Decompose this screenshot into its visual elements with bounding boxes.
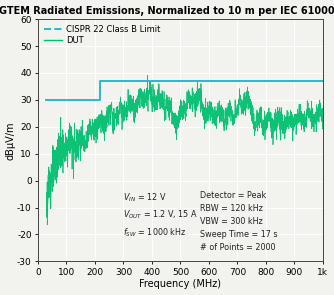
Text: Detector = Peak
RBW = 120 kHz
VBW = 300 kHz
Sweep Time = 17 s
# of Points = 2000: Detector = Peak RBW = 120 kHz VBW = 300 … [200, 191, 278, 252]
Title: GTEM Radiated Emissions, Normalized to 10 m per IEC 61000-4-20: GTEM Radiated Emissions, Normalized to 1… [0, 6, 334, 16]
Text: $V_{IN}$ = 12 V
$V_{OUT}$ = 1.2 V, 15 A
$f_{SW}$ = 1000 kHz: $V_{IN}$ = 12 V $V_{OUT}$ = 1.2 V, 15 A … [124, 191, 198, 239]
Y-axis label: dBμV/m: dBμV/m [6, 121, 16, 160]
X-axis label: Frequency (MHz): Frequency (MHz) [139, 279, 221, 289]
Legend: CISPR 22 Class B Limit, DUT: CISPR 22 Class B Limit, DUT [41, 22, 163, 47]
